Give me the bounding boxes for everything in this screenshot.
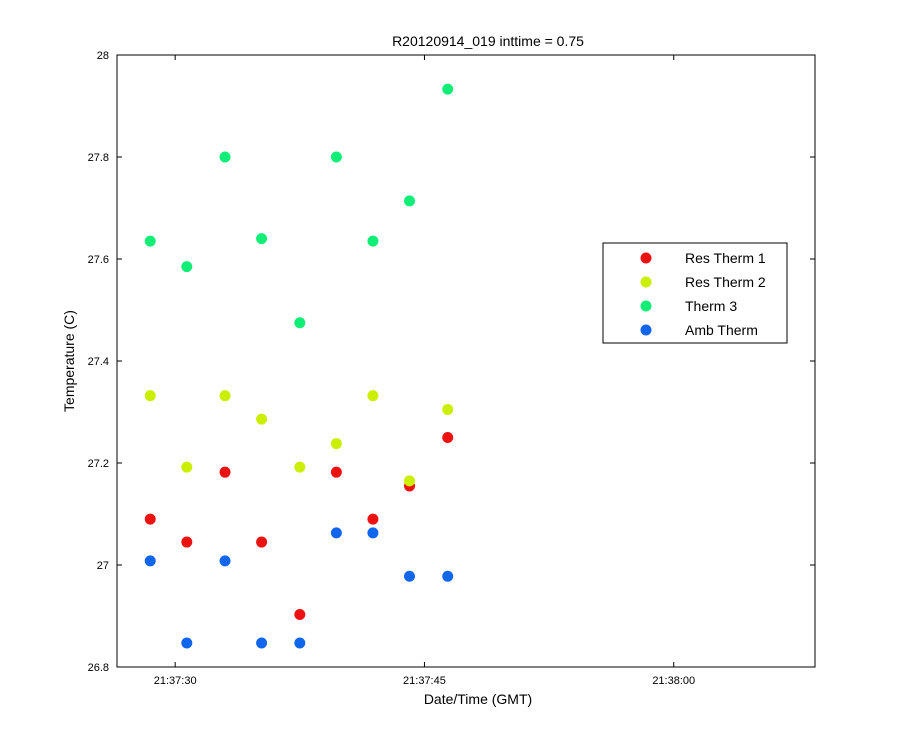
y-tick-label: 27.6 xyxy=(88,254,109,266)
data-points xyxy=(144,83,454,649)
data-point xyxy=(219,151,231,163)
x-tick-label: 21:37:30 xyxy=(154,675,197,687)
legend-label: Res Therm 2 xyxy=(685,274,766,290)
legend: Res Therm 1 Res Therm 2 Therm 3 Amb Therm xyxy=(602,242,788,344)
x-axis: 21:37:30 21:37:45 21:38:00 xyxy=(154,55,695,687)
series-amb-therm xyxy=(144,527,454,649)
data-point xyxy=(294,637,306,649)
y-tick-label: 28 xyxy=(97,50,109,62)
data-point xyxy=(219,555,231,567)
x-axis-title: Date/Time (GMT) xyxy=(424,691,532,707)
x-tick-label: 21:38:00 xyxy=(652,675,695,687)
legend-label: Therm 3 xyxy=(685,298,737,314)
legend-marker xyxy=(640,276,652,288)
data-point xyxy=(256,637,268,649)
data-point xyxy=(367,527,379,539)
data-point xyxy=(219,390,231,402)
data-point xyxy=(181,461,193,473)
data-point xyxy=(181,637,193,649)
x-tick-label: 21:37:45 xyxy=(403,675,446,687)
y-tick-label: 27.2 xyxy=(88,458,109,470)
data-point xyxy=(330,438,342,450)
y-tick-label: 27 xyxy=(97,560,109,572)
data-point xyxy=(367,235,379,247)
data-point xyxy=(294,461,306,473)
chart-title: R20120914_019 inttime = 0.75 xyxy=(392,33,584,49)
data-point xyxy=(367,513,379,525)
data-point xyxy=(294,608,306,620)
data-point xyxy=(403,570,415,582)
data-point xyxy=(442,570,454,582)
legend-label: Amb Therm xyxy=(685,322,758,338)
data-point xyxy=(144,235,156,247)
legend-marker xyxy=(640,300,652,312)
data-point xyxy=(442,403,454,415)
data-point xyxy=(442,83,454,95)
legend-box xyxy=(602,242,788,344)
data-point xyxy=(330,466,342,478)
data-point xyxy=(442,432,454,443)
legend-marker xyxy=(640,324,652,336)
data-point xyxy=(219,466,231,478)
data-point xyxy=(144,390,156,402)
y-tick-label: 26.8 xyxy=(88,662,109,674)
data-point xyxy=(256,233,268,245)
data-point xyxy=(181,536,193,548)
data-point xyxy=(256,536,268,548)
data-point xyxy=(294,317,306,329)
data-point xyxy=(330,151,342,163)
y-tick-label: 27.8 xyxy=(88,152,109,164)
data-point xyxy=(367,390,379,402)
y-tick-label: 27.4 xyxy=(88,356,109,368)
data-point xyxy=(256,413,268,425)
data-point xyxy=(403,475,415,487)
data-point xyxy=(330,527,342,539)
data-point xyxy=(144,513,156,525)
legend-label: Res Therm 1 xyxy=(685,250,766,266)
data-point xyxy=(181,261,193,273)
data-point xyxy=(403,195,415,207)
legend-marker xyxy=(640,252,652,264)
series-res-therm-2 xyxy=(144,390,454,487)
series-therm-3 xyxy=(144,83,454,329)
y-axis: 26.8 27 27.2 27.4 27.6 27.8 28 xyxy=(88,50,815,674)
y-axis-title: Temperature (C) xyxy=(61,310,77,412)
plot-area xyxy=(116,54,816,668)
data-point xyxy=(144,555,156,567)
